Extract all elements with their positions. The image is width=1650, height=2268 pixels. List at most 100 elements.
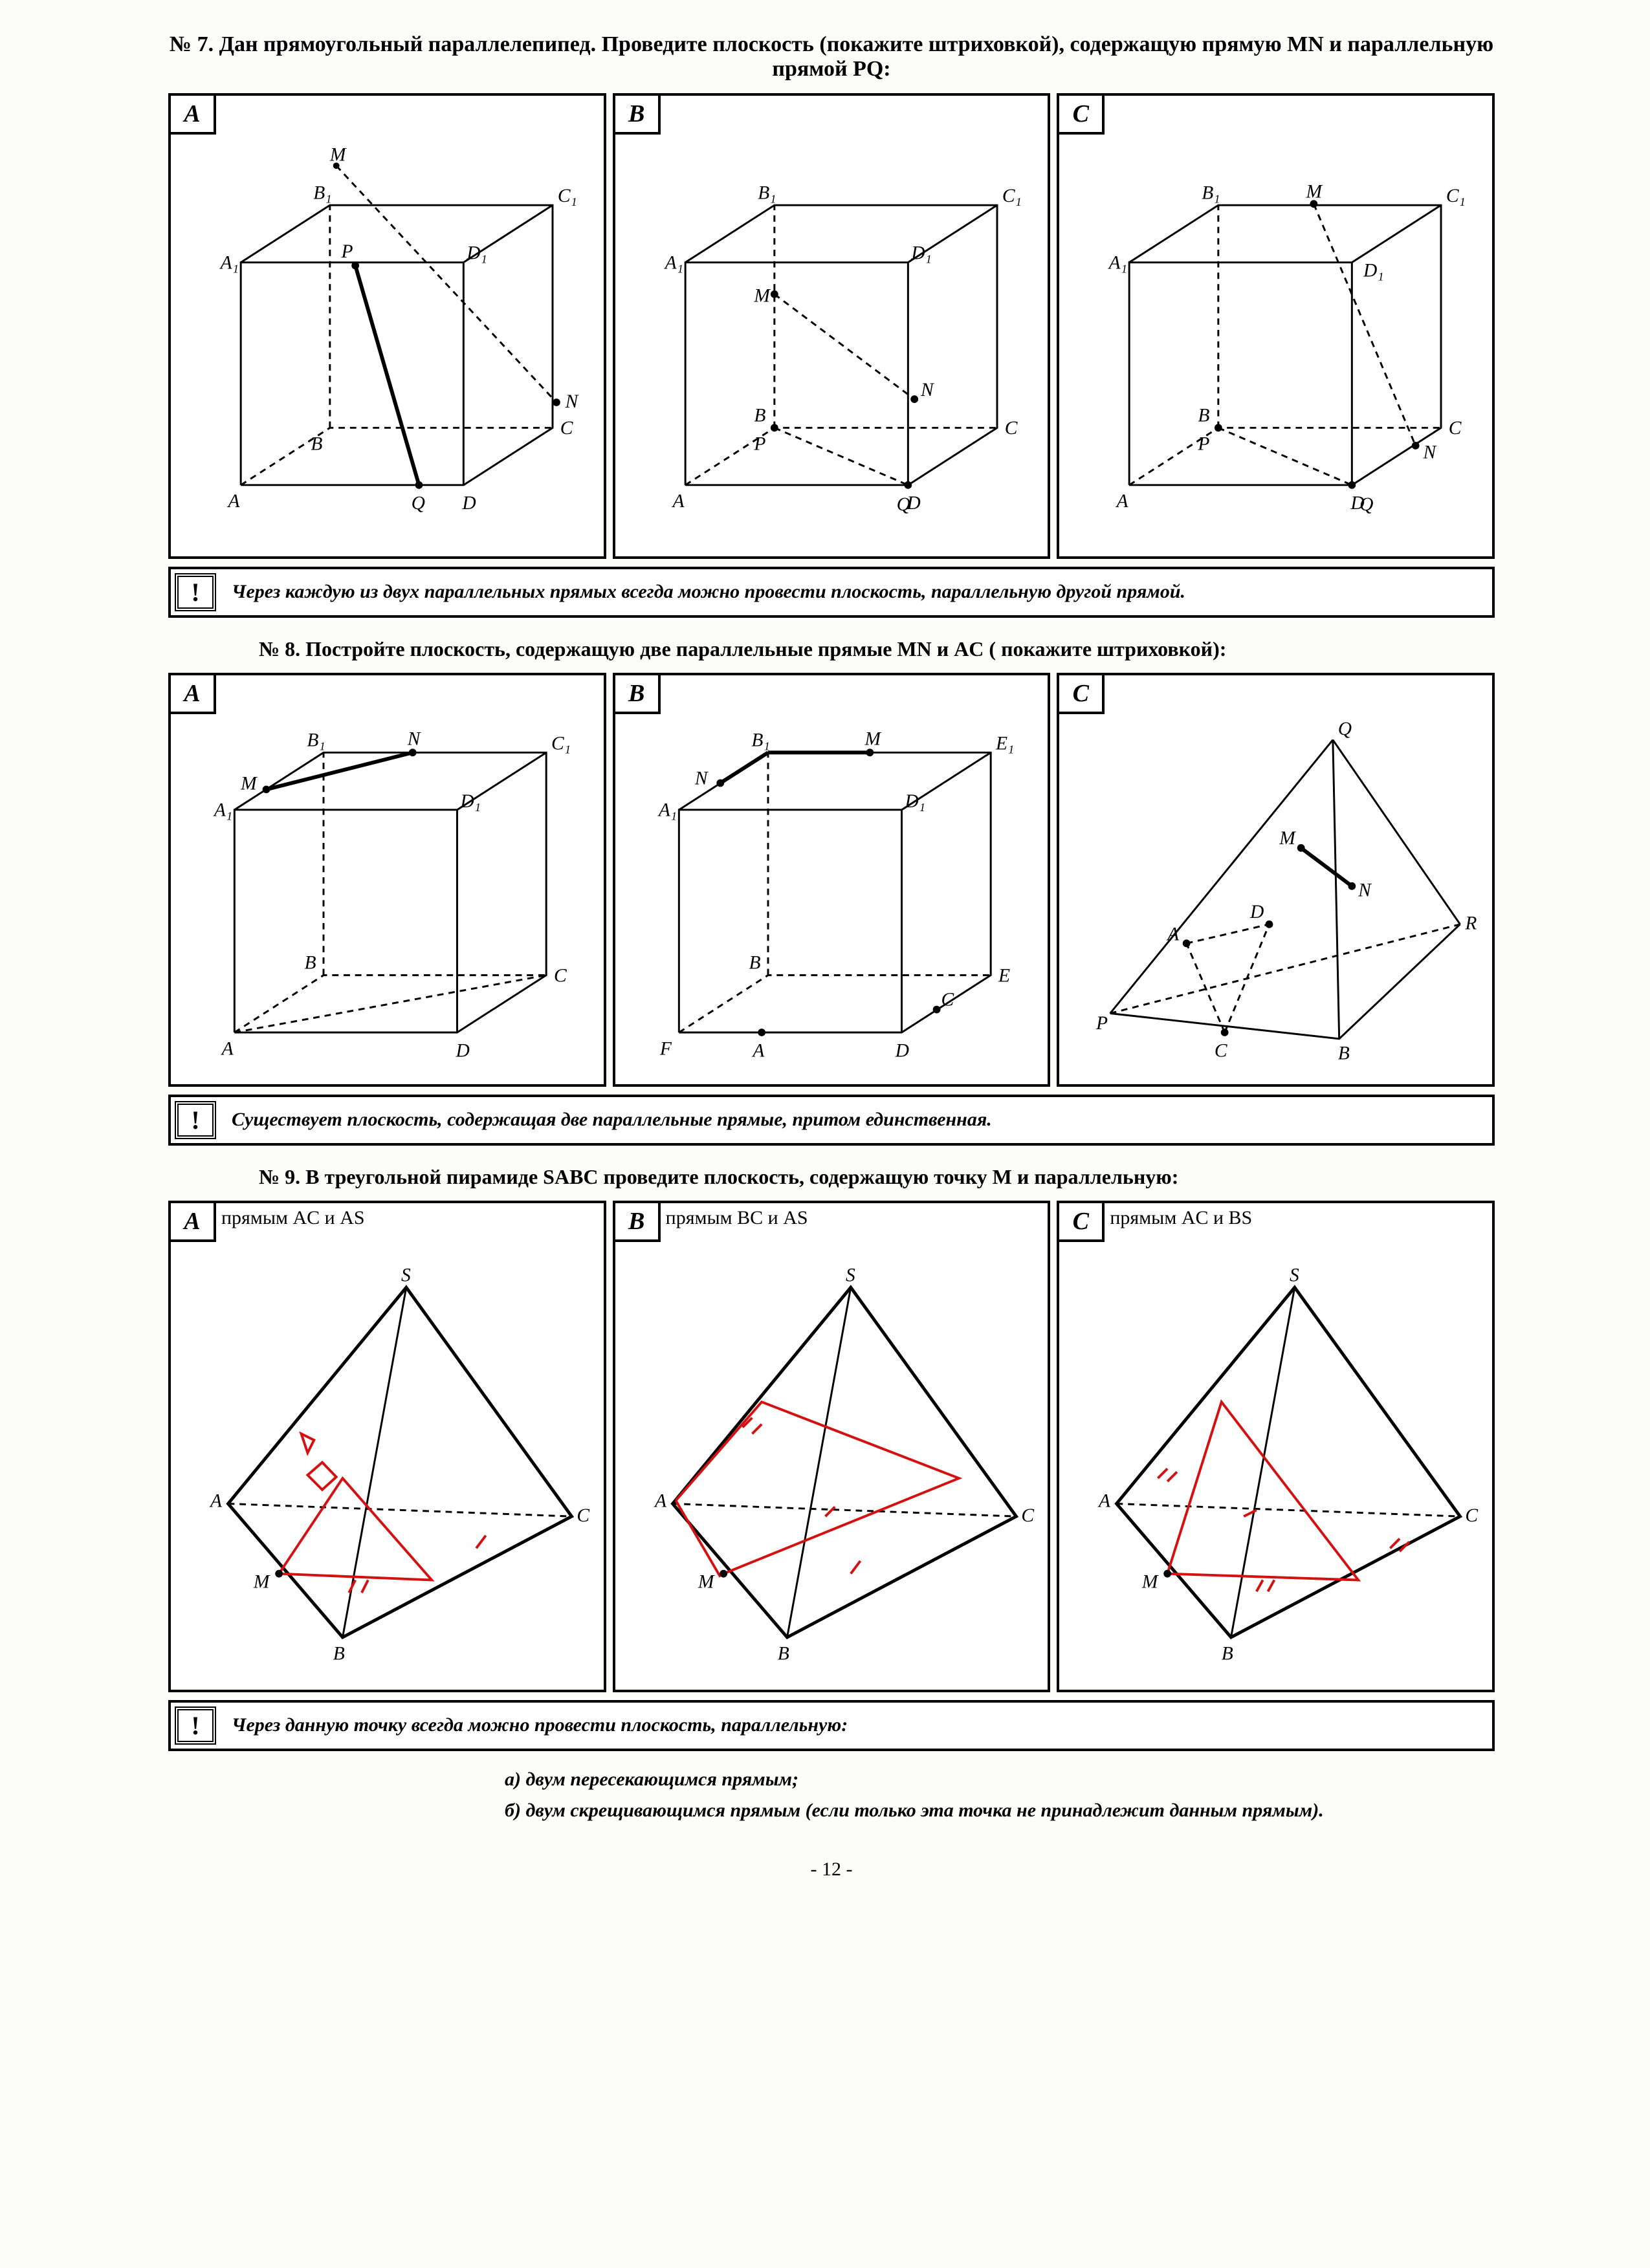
svg-text:A: A <box>221 1038 234 1059</box>
svg-text:N: N <box>565 391 580 412</box>
p8-title: № 8. Постройте плоскость, содержащую две… <box>259 637 1495 661</box>
tail-b: б) двум скрещивающимся прямым (если толь… <box>505 1795 1495 1826</box>
svg-text:D₁: D₁ <box>910 243 932 264</box>
svg-text:N: N <box>1423 442 1438 463</box>
svg-text:S: S <box>401 1265 411 1285</box>
svg-text:E₁: E₁ <box>995 733 1014 754</box>
svg-text:A₁: A₁ <box>663 252 683 273</box>
svg-text:M: M <box>1279 828 1297 849</box>
cell-letter: B <box>615 675 661 714</box>
svg-text:C₁: C₁ <box>551 733 571 754</box>
subcap: прямым BC и AS <box>666 1207 808 1229</box>
svg-text:C: C <box>1215 1040 1227 1061</box>
svg-text:Q: Q <box>412 493 425 514</box>
p7-cell-c: C A D B C A₁ D₁ B₁ C₁ M N P Q <box>1057 93 1495 559</box>
svg-text:D₁: D₁ <box>904 791 925 812</box>
svg-text:B: B <box>1198 406 1210 426</box>
svg-text:B: B <box>777 1643 789 1664</box>
svg-text:N: N <box>1358 880 1373 901</box>
p8-cell-a: A A D B C A₁ D₁ B₁ C₁ M N <box>168 673 606 1087</box>
svg-text:M: M <box>1141 1571 1159 1592</box>
svg-text:M: M <box>240 773 258 794</box>
svg-text:A: A <box>1097 1490 1111 1511</box>
svg-text:C: C <box>1449 418 1462 439</box>
svg-text:F: F <box>659 1038 672 1059</box>
svg-text:P: P <box>753 434 765 455</box>
svg-text:P: P <box>1198 434 1210 455</box>
svg-text:C: C <box>1021 1505 1034 1526</box>
svg-text:D: D <box>456 1040 470 1061</box>
svg-text:D₁: D₁ <box>466 243 487 264</box>
svg-text:B: B <box>305 953 316 974</box>
bang-icon: ! <box>175 1706 216 1745</box>
p8-cell-c: C P B R Q A C D M N <box>1057 673 1495 1087</box>
page-number: - 12 - <box>168 1859 1495 1881</box>
svg-text:M: M <box>329 144 347 165</box>
svg-text:M: M <box>698 1571 715 1592</box>
p8-cell-b: B F D B E A₁ D₁ B₁ E₁ N M A C <box>613 673 1051 1087</box>
p7-cell-b: B A D B C A₁ D₁ B₁ C₁ M N P Q <box>613 93 1051 559</box>
svg-text:D₁: D₁ <box>1363 260 1384 281</box>
svg-text:A₁: A₁ <box>213 800 232 821</box>
svg-text:C₁: C₁ <box>1446 186 1466 206</box>
svg-text:P: P <box>341 241 353 262</box>
svg-text:N: N <box>694 768 709 789</box>
svg-text:A: A <box>227 491 241 512</box>
subcap: прямым AC и BS <box>1110 1207 1252 1229</box>
svg-text:S: S <box>1290 1265 1299 1285</box>
svg-text:C: C <box>554 965 567 986</box>
subcap: прямым AC и AS <box>221 1207 365 1229</box>
svg-text:S: S <box>846 1265 855 1285</box>
svg-text:A₁: A₁ <box>657 800 677 821</box>
cell-letter: A <box>171 675 216 714</box>
svg-text:M: M <box>1306 181 1323 202</box>
svg-text:C₁: C₁ <box>558 186 577 206</box>
svg-text:C: C <box>577 1505 589 1526</box>
svg-text:A₁: A₁ <box>1108 252 1127 273</box>
cell-letter: C <box>1059 1203 1105 1242</box>
cell-letter: C <box>1059 675 1105 714</box>
note-text: Через данную точку всегда можно провести… <box>220 1703 1492 1749</box>
p9-cell-c: C прямым AC и BS S A B C M <box>1057 1201 1495 1692</box>
svg-text:D₁: D₁ <box>459 791 481 812</box>
svg-text:A: A <box>671 491 685 512</box>
bang-icon: ! <box>175 1101 216 1139</box>
p7-title: № 7. Дан прямоугольный параллелепипед. П… <box>168 32 1495 82</box>
svg-text:N: N <box>407 729 422 750</box>
cell-letter: A <box>171 1203 216 1242</box>
svg-text:R: R <box>1465 913 1477 934</box>
svg-text:B₁: B₁ <box>751 730 769 750</box>
svg-text:B: B <box>1338 1043 1350 1063</box>
svg-text:N: N <box>920 380 935 400</box>
svg-text:B₁: B₁ <box>758 182 776 203</box>
p8-note: ! Существует плоскость, содержащая две п… <box>168 1095 1495 1146</box>
p9-note: ! Через данную точку всегда можно провес… <box>168 1700 1495 1751</box>
svg-text:B: B <box>749 953 760 974</box>
svg-text:A: A <box>654 1490 667 1511</box>
note-text: Существует плоскость, содержащая две пар… <box>220 1097 1492 1143</box>
svg-text:M: M <box>253 1571 270 1592</box>
svg-text:B₁: B₁ <box>1202 182 1220 203</box>
svg-text:D: D <box>1249 902 1264 922</box>
svg-text:C: C <box>560 418 573 439</box>
svg-text:Q: Q <box>1359 494 1373 515</box>
svg-text:B₁: B₁ <box>307 730 325 750</box>
svg-text:A₁: A₁ <box>219 252 239 273</box>
svg-text:B₁: B₁ <box>313 182 331 203</box>
svg-text:B: B <box>311 434 322 455</box>
svg-text:D: D <box>461 493 476 514</box>
p9-cell-a: A прямым AC и AS S A B C M <box>168 1201 606 1692</box>
svg-text:C₁: C₁ <box>1002 186 1022 206</box>
svg-text:A: A <box>1167 924 1180 944</box>
svg-text:C: C <box>941 990 954 1010</box>
svg-text:M: M <box>864 729 881 750</box>
cell-letter: B <box>615 96 661 135</box>
svg-text:B: B <box>754 406 765 426</box>
tail-a: а) двум пересекающимся прямым; <box>505 1764 1495 1795</box>
p7-note: ! Через каждую из двух параллельных прям… <box>168 567 1495 618</box>
svg-text:A: A <box>209 1490 223 1511</box>
note-text: Через каждую из двух параллельных прямых… <box>220 569 1492 615</box>
cell-letter: A <box>171 96 216 135</box>
svg-text:P: P <box>1095 1013 1108 1034</box>
svg-text:E: E <box>998 965 1010 986</box>
